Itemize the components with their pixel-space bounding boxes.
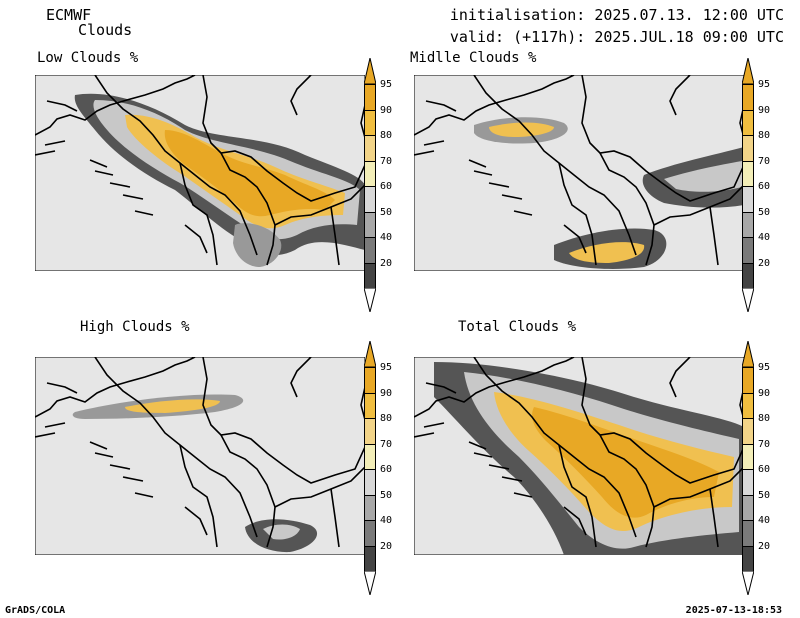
colorbar-tick-label: 40 (380, 232, 393, 243)
colorbar-tick-label: 95 (758, 79, 771, 90)
colorbar-tick-label: 70 (758, 438, 771, 450)
colorbar-segment (364, 520, 376, 547)
colorbar-high: 95 90 80 70 60 50 40 20 (364, 341, 404, 595)
colorbar-tick-label: 20 (380, 257, 393, 269)
colorbar-top-arrow (364, 341, 376, 367)
colorbar-tick-label: 80 (380, 130, 393, 141)
colorbar-segment (742, 84, 754, 111)
colorbar-tick-label: 90 (758, 387, 771, 399)
colorbar-tick-label: 40 (758, 232, 771, 243)
colorbar-segment (364, 84, 376, 111)
colorbar-segment (742, 160, 754, 187)
panel-title-mid: Midlle Clouds % (410, 50, 537, 66)
colorbar-tick-label: 70 (380, 155, 393, 167)
colorbar-segment (364, 211, 376, 238)
colorbar-segment (742, 367, 754, 394)
colorbar-segment (742, 418, 754, 445)
map-background (35, 357, 365, 555)
colorbar-segment (364, 367, 376, 394)
valid-time: valid: (+117h): 2025.JUL.18 09:00 UTC (449, 28, 784, 46)
colorbar-tick-label: 90 (758, 104, 771, 116)
colorbar-tick-label: 20 (758, 257, 771, 269)
colorbar-segment (364, 443, 376, 470)
colorbar-segment (742, 469, 754, 496)
colorbar-segment (364, 262, 376, 289)
colorbar-bottom-arrow (364, 571, 376, 595)
map-middle-clouds (414, 75, 744, 271)
colorbar-segment (742, 211, 754, 238)
high-cloud-band-core (125, 399, 220, 413)
colorbar-segment (364, 418, 376, 445)
colorbar-segment (364, 186, 376, 213)
colorbar-tick-label: 95 (758, 362, 771, 373)
colorbar-tick-label: 70 (380, 438, 393, 450)
panel-title-high: High Clouds % (80, 319, 190, 335)
colorbar-total: 95 90 80 70 60 50 40 20 (742, 341, 782, 595)
colorbar-tick-label: 20 (380, 540, 393, 552)
mid-cloud-east-core (664, 161, 742, 192)
colorbar-tick-label: 80 (758, 130, 771, 141)
colorbar-top-arrow (364, 58, 376, 84)
mid-cloud-band-core (489, 122, 554, 137)
colorbar-middle: 95 90 80 70 60 50 40 20 (742, 58, 782, 312)
colorbar-tick-label: 95 (380, 362, 393, 373)
colorbar-segment (742, 186, 754, 213)
initialisation-time: initialisation: 2025.07.13. 12:00 UTC (449, 6, 784, 24)
colorbar-segment (364, 469, 376, 496)
panel-title-total: Total Clouds % (458, 319, 577, 335)
colorbar-tick-label: 40 (380, 515, 393, 526)
colorbar-segment (742, 109, 754, 136)
panel-title-low: Low Clouds % (37, 50, 139, 66)
colorbar-segment (364, 160, 376, 187)
colorbar-segment (742, 520, 754, 547)
colorbar-segment (742, 135, 754, 162)
colorbar-tick-label: 60 (758, 181, 771, 192)
colorbar-tick-label: 70 (758, 155, 771, 167)
colorbar-segment (364, 494, 376, 521)
colorbar-tick-label: 50 (758, 489, 771, 501)
colorbar-segment (364, 392, 376, 419)
map-high-clouds (35, 357, 365, 555)
colorbar-tick-label: 60 (380, 181, 393, 192)
colorbar-segment (364, 237, 376, 264)
footer-timestamp: 2025-07-13-18:53 (685, 605, 782, 616)
colorbar-segment (364, 109, 376, 136)
product-label: Clouds (78, 21, 133, 39)
colorbar-bottom-arrow (364, 288, 376, 312)
colorbar-segment (742, 494, 754, 521)
colorbar-tick-label: 80 (380, 413, 393, 424)
colorbar-segment (364, 135, 376, 162)
colorbar-tick-label: 50 (380, 206, 393, 218)
colorbar-segment (742, 262, 754, 289)
colorbar-tick-label: 90 (380, 387, 393, 399)
colorbar-top-arrow (742, 341, 754, 367)
colorbar-tick-label: 80 (758, 413, 771, 424)
footer-software: GrADS/COLA (5, 605, 66, 616)
colorbar-top-arrow (742, 58, 754, 84)
total-cloud-orange (532, 407, 719, 518)
colorbar-bottom-arrow (742, 288, 754, 312)
map-low-clouds (35, 75, 365, 271)
colorbar-tick-label: 60 (380, 464, 393, 475)
colorbar-low: 95 90 80 70 60 50 40 20 (364, 58, 404, 312)
colorbar-tick-label: 40 (758, 515, 771, 526)
colorbar-tick-label: 60 (758, 464, 771, 475)
low-cloud-orange (164, 130, 335, 217)
colorbar-tick-label: 95 (380, 79, 393, 90)
colorbar-segment (742, 545, 754, 572)
colorbar-segment (364, 545, 376, 572)
colorbar-segment (742, 443, 754, 470)
colorbar-tick-label: 50 (380, 489, 393, 501)
colorbar-segment (742, 237, 754, 264)
colorbar-segment (742, 392, 754, 419)
colorbar-bottom-arrow (742, 571, 754, 595)
colorbar-tick-label: 90 (380, 104, 393, 116)
model-label: ECMWF (46, 6, 92, 24)
mid-cloud-south-core (569, 242, 645, 263)
map-total-clouds (414, 357, 744, 555)
colorbar-tick-label: 50 (758, 206, 771, 218)
colorbar-tick-label: 20 (758, 540, 771, 552)
